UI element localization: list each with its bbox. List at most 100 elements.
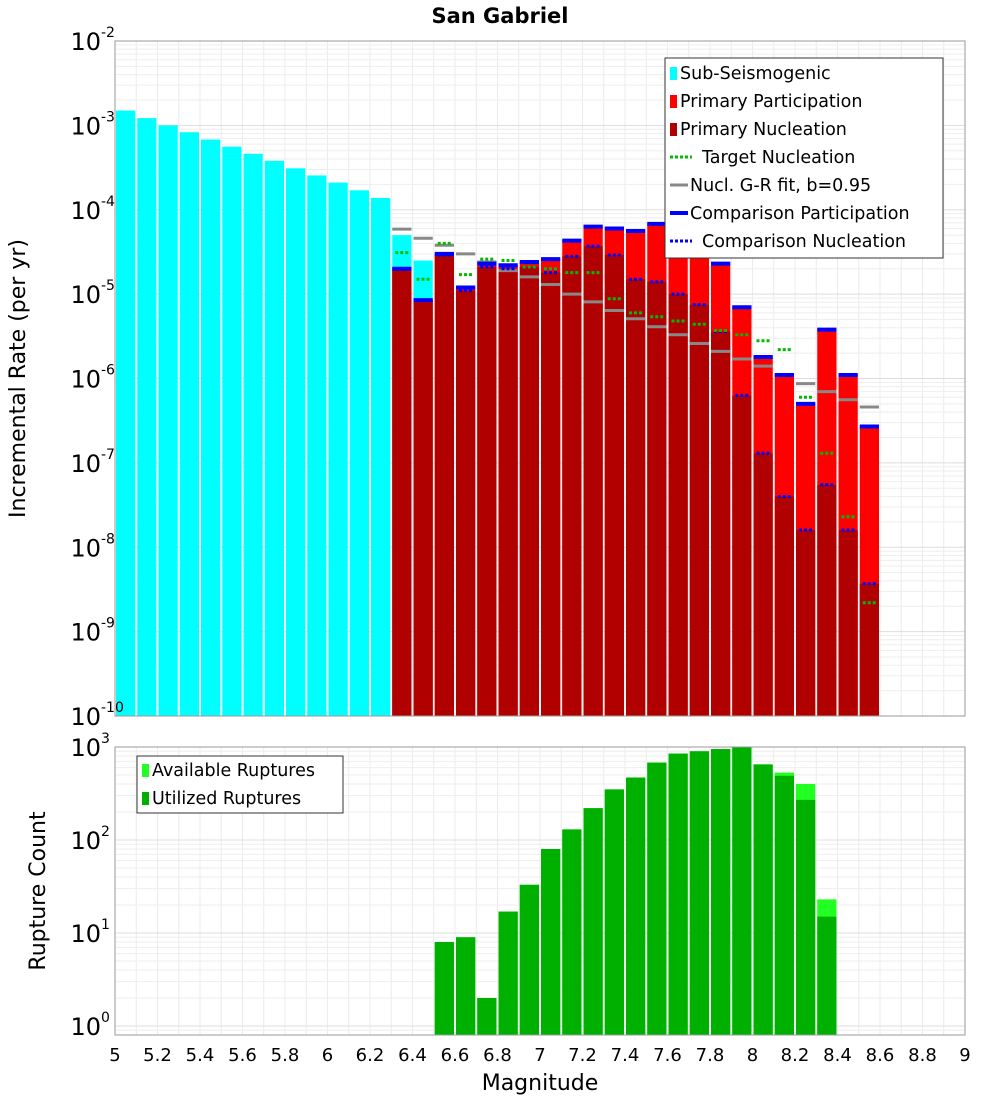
bar-primary-nucleation (604, 255, 624, 716)
y-tick-base: 10 (70, 112, 101, 140)
legend-swatch (670, 123, 677, 136)
bar-primary-nucleation (689, 304, 709, 716)
y-tick-base: 10 (70, 920, 101, 948)
rate-panel-bars (116, 110, 879, 717)
bar-primary-nucleation (477, 266, 497, 716)
legend-item-target-nucleation: Target Nucleation (670, 148, 855, 168)
count-y-axis-label: Rupture Count (26, 811, 51, 971)
legend-box (664, 57, 944, 259)
bar-utilized-ruptures (434, 942, 454, 1035)
y-tick-label: 10 3 (70, 731, 109, 762)
bar-utilized-ruptures (732, 747, 752, 1035)
bar-utilized-ruptures (541, 849, 561, 1035)
bar-utilized-ruptures (498, 911, 518, 1035)
bar-utilized-ruptures (668, 753, 688, 1035)
x-tick-label: 7.2 (568, 1045, 597, 1066)
y-tick-base: 10 (70, 281, 101, 309)
bar-utilized-ruptures (774, 775, 794, 1035)
x-tick-label: 5.8 (271, 1045, 300, 1066)
legend-item-nucl-g-r-fit-b-0-95: Nucl. G-R fit, b=0.95 (670, 176, 871, 196)
x-tick-label: 7.6 (653, 1045, 682, 1066)
x-axis-label: Magnitude (482, 1071, 599, 1096)
bar-primary-nucleation (456, 290, 476, 716)
bar-utilized-ruptures (604, 789, 624, 1035)
x-tick-label: 8.6 (866, 1045, 895, 1066)
y-tick-label: 10 -7 (70, 447, 115, 478)
bar-sub-seismogenic (328, 182, 348, 716)
y-tick-label: 10 2 (70, 824, 109, 855)
bar-primary-nucleation (668, 294, 688, 716)
bar-primary-nucleation (562, 256, 582, 716)
legend-swatch (670, 67, 677, 80)
y-tick-label: 10 0 (70, 1010, 109, 1041)
bar-sub-seismogenic (158, 125, 178, 716)
bar-utilized-ruptures (796, 799, 816, 1035)
bar-primary-nucleation (519, 266, 539, 716)
legend-label: Available Ruptures (152, 761, 315, 781)
bar-primary-nucleation (583, 246, 603, 716)
y-tick-exponent: -5 (101, 278, 115, 294)
y-tick-label: 10 -8 (70, 531, 115, 562)
x-tick-label: 9 (959, 1045, 970, 1066)
legend-label: Primary Participation (680, 92, 862, 112)
bar-sub-seismogenic (349, 190, 369, 716)
x-tick-label: 5 (109, 1045, 120, 1066)
bar-sub-seismogenic (243, 153, 263, 716)
y-tick-label: 10 1 (70, 917, 109, 948)
bar-utilized-ruptures (626, 777, 646, 1035)
bar-utilized-ruptures (647, 762, 667, 1035)
rate-legend: Sub-Seismogenic Primary Participation Prim… (664, 57, 944, 259)
x-tick-label: 5.4 (186, 1045, 215, 1066)
legend-label: Utilized Ruptures (152, 789, 301, 809)
y-tick-base: 10 (70, 28, 101, 56)
bar-primary-nucleation (413, 300, 433, 716)
legend-item-sub-seismogenic: Sub-Seismogenic (670, 64, 831, 84)
legend-label: Comparison Nucleation (702, 232, 906, 252)
x-tick-label: 5.6 (228, 1045, 257, 1066)
bar-primary-nucleation (753, 453, 773, 716)
chart-title: San Gabriel (432, 4, 569, 28)
legend-item-primary-nucleation: Primary Nucleation (670, 120, 847, 140)
rate-y-axis-label: Incremental Rate (per yr) (6, 239, 31, 518)
legend-label: Primary Nucleation (680, 120, 847, 140)
y-tick-base: 10 (70, 366, 101, 394)
bar-primary-nucleation (626, 279, 646, 716)
bar-sub-seismogenic (286, 168, 306, 716)
x-tick-label: 7 (534, 1045, 545, 1066)
y-tick-base: 10 (70, 1013, 101, 1041)
bar-primary-nucleation (541, 272, 561, 716)
x-tick-label: 8.2 (781, 1045, 810, 1066)
bar-utilized-ruptures (456, 937, 476, 1035)
bar-utilized-ruptures (583, 808, 603, 1035)
legend-label: Nucl. G-R fit, b=0.95 (690, 176, 871, 196)
legend-item-utilized-ruptures: Utilized Ruptures (142, 789, 301, 809)
bar-primary-nucleation (817, 484, 837, 716)
rate-panel-lines (392, 221, 879, 605)
x-tick-label: 6.2 (356, 1045, 385, 1066)
y-tick-base: 10 (70, 619, 101, 647)
bar-utilized-ruptures (477, 997, 497, 1035)
y-tick-exponent: -4 (101, 194, 115, 210)
x-tick-label: 7.4 (611, 1045, 640, 1066)
count-panel-bars (434, 747, 837, 1035)
bar-sub-seismogenic (201, 139, 221, 716)
bar-utilized-ruptures (519, 884, 539, 1035)
y-tick-exponent: -7 (101, 447, 115, 463)
y-tick-exponent: 3 (101, 731, 110, 747)
y-tick-label: 10 -2 (70, 25, 115, 56)
y-tick-exponent: 1 (101, 917, 110, 933)
x-tick-label: 6 (322, 1045, 333, 1066)
x-tick-label: 8 (747, 1045, 758, 1066)
y-tick-label: 10 -4 (70, 194, 115, 225)
y-tick-exponent: -10 (101, 700, 124, 716)
count-legend: Available Ruptures Utilized Ruptures (136, 755, 344, 814)
x-tick-label: 8.4 (823, 1045, 852, 1066)
y-tick-exponent: -9 (101, 616, 115, 632)
bar-utilized-ruptures (562, 829, 582, 1035)
legend-box (136, 755, 344, 814)
legend-swatch (670, 95, 677, 108)
